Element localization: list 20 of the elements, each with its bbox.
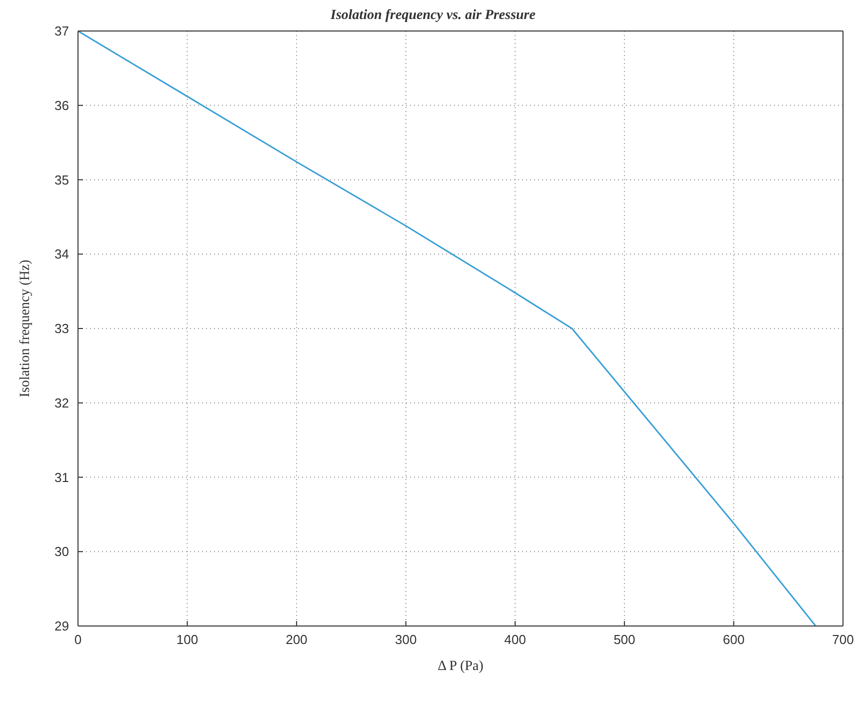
- x-tick-label: 500: [614, 632, 636, 648]
- y-tick-label: 32: [54, 395, 69, 410]
- x-tick-label: 300: [395, 632, 417, 648]
- y-tick-label: 34: [54, 246, 69, 262]
- y-tick-label: 29: [54, 618, 69, 634]
- y-tick-label: 33: [54, 321, 69, 336]
- y-tick-label: 31: [54, 470, 69, 485]
- x-axis-title: Δ P (Pa): [438, 659, 484, 674]
- x-tick-label: 0: [74, 632, 82, 648]
- y-tick-label: 35: [54, 172, 69, 188]
- x-tick-label: 700: [832, 632, 854, 648]
- x-tick-label: 200: [286, 632, 308, 648]
- x-tick-label: 400: [504, 632, 526, 648]
- y-tick-label: 37: [54, 24, 69, 39]
- x-tick-label: 600: [722, 632, 745, 648]
- chart-title: Isolation frequency vs. air Pressure: [329, 8, 536, 24]
- y-tick-label: 36: [54, 98, 69, 113]
- x-tick-label: 100: [176, 632, 198, 648]
- y-axis-title: Isolation frequency (Hz): [18, 259, 33, 398]
- y-tick-label: 30: [54, 544, 69, 560]
